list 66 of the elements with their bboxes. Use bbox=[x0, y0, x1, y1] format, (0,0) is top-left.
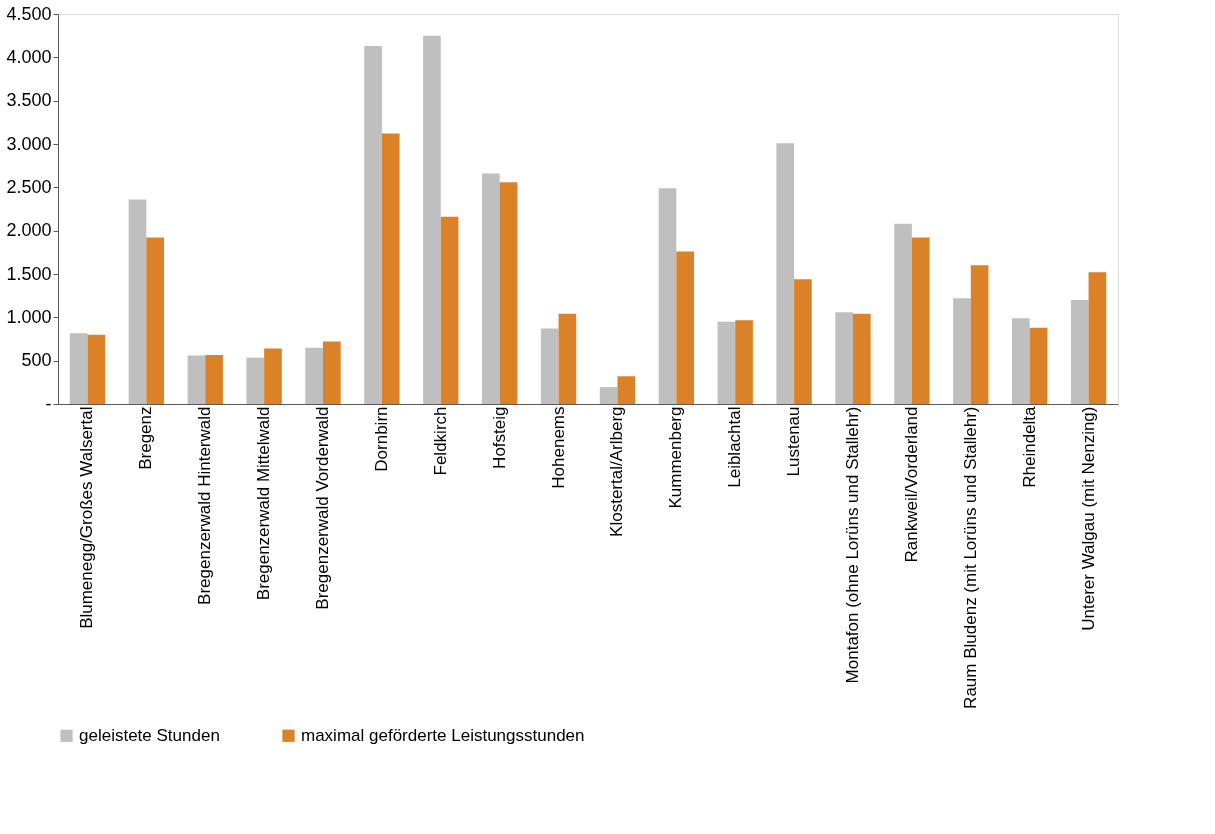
x-tick-label: Hofsteig bbox=[489, 406, 509, 469]
x-tick-label: Dornbirn bbox=[371, 406, 391, 472]
bar bbox=[558, 313, 577, 404]
legend-label: maximal geförderte Leistungsstunden bbox=[301, 725, 585, 745]
bar bbox=[1029, 327, 1048, 404]
y-tick-label: 2.000 bbox=[6, 220, 52, 241]
x-tick-label: Lustenau bbox=[784, 406, 804, 477]
x-tick-label: Rankweil/Vorderland bbox=[901, 406, 921, 563]
x-tick-label: Rheindelta bbox=[1019, 405, 1039, 488]
bar bbox=[305, 347, 323, 404]
bar bbox=[835, 312, 853, 404]
bar bbox=[187, 355, 206, 404]
x-tick-label: Bregenzerwald Vorderwald bbox=[313, 406, 332, 610]
bar bbox=[381, 133, 400, 404]
y-tick-label: 1.000 bbox=[6, 306, 52, 327]
x-tick-label: Leiblachtal bbox=[725, 406, 745, 488]
x-tick-label: Montafon (ohne Lorüns und Stallehr) bbox=[843, 406, 862, 684]
bar bbox=[717, 321, 736, 404]
bar bbox=[658, 188, 677, 404]
bar bbox=[540, 328, 559, 404]
x-tick-label: Hohenems bbox=[548, 406, 568, 489]
y-tick-label: 4.000 bbox=[6, 46, 52, 67]
bar bbox=[953, 298, 971, 404]
y-tick-label: 500 bbox=[21, 350, 52, 371]
bar bbox=[617, 376, 636, 404]
bar bbox=[482, 173, 500, 404]
legend-label: geleistete Stunden bbox=[79, 725, 220, 745]
x-tick-label: Blumenegg/Großes Walsertal bbox=[77, 406, 97, 629]
bar bbox=[970, 265, 989, 404]
bar bbox=[364, 46, 382, 404]
bar bbox=[676, 251, 694, 404]
bar bbox=[599, 387, 618, 404]
bar bbox=[735, 320, 753, 404]
y-tick-label: - bbox=[45, 393, 52, 414]
bar bbox=[499, 182, 518, 404]
y-tick-label: 1.500 bbox=[6, 263, 52, 284]
bar bbox=[1088, 272, 1107, 404]
y-tick-label: 2.500 bbox=[6, 176, 52, 197]
y-tick-label: 3.000 bbox=[6, 133, 52, 154]
bar bbox=[1070, 300, 1089, 404]
x-tick-label: Feldkirch bbox=[430, 406, 450, 476]
bar bbox=[911, 237, 930, 404]
bar bbox=[794, 279, 812, 404]
bar bbox=[440, 216, 459, 404]
bar bbox=[205, 355, 223, 404]
bar bbox=[264, 348, 282, 404]
x-tick-label: Unterer Walgau (mit Nenzing) bbox=[1078, 406, 1098, 631]
bar bbox=[323, 341, 341, 404]
x-tick-label: Bregenzerwald Mittelwald bbox=[254, 406, 274, 601]
x-tick-label: Klostertal/Arlberg bbox=[607, 406, 627, 537]
bar bbox=[128, 199, 147, 404]
x-tick-label: Raum Bludenz (mit Lorüns und Stallehr) bbox=[960, 406, 980, 709]
x-tick-label: Kummenberg bbox=[666, 406, 686, 509]
y-tick-label: 3.500 bbox=[6, 90, 52, 111]
bar bbox=[776, 143, 795, 404]
bar bbox=[146, 237, 164, 404]
y-tick-label: 4.500 bbox=[6, 3, 52, 24]
bar bbox=[1012, 318, 1030, 404]
bar bbox=[894, 223, 912, 404]
bar bbox=[246, 357, 265, 404]
bar bbox=[423, 35, 441, 404]
bar bbox=[853, 313, 871, 404]
x-tick-label: Bregenz bbox=[136, 406, 156, 470]
x-tick-label: Bregenzerwald Hinterwald bbox=[195, 406, 215, 605]
bar bbox=[69, 333, 88, 404]
bar bbox=[87, 334, 106, 404]
